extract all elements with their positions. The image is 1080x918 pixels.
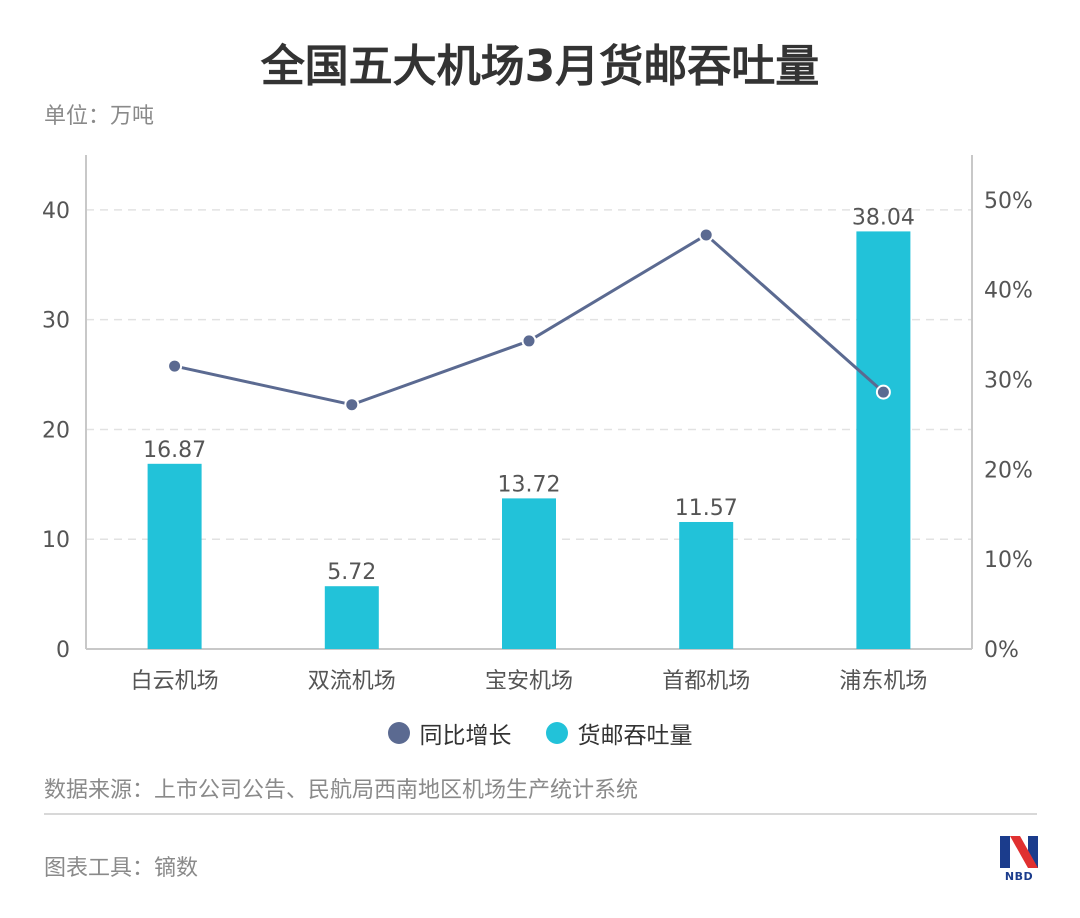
bar[interactable] bbox=[147, 463, 202, 649]
bar-value-label: 38.04 bbox=[852, 205, 915, 230]
unit-label: 单位：万吨 bbox=[44, 104, 155, 129]
left-axis-tick-label: 30 bbox=[42, 309, 70, 334]
legend-marker-growth bbox=[387, 722, 410, 744]
bar-value-label: 5.72 bbox=[327, 560, 376, 585]
growth-point[interactable] bbox=[521, 333, 537, 349]
footer-divider bbox=[44, 813, 1037, 815]
nbd-logo-text: NBD bbox=[1004, 870, 1034, 883]
right-axis-tick-label: 40% bbox=[984, 279, 1033, 304]
bar[interactable] bbox=[324, 586, 379, 649]
bar[interactable] bbox=[502, 498, 556, 649]
legend-label-throughput: 货邮吞吐量 bbox=[577, 723, 693, 749]
right-axis-tick-label: 30% bbox=[984, 369, 1033, 394]
left-axis-tick-label: 0 bbox=[56, 638, 70, 663]
bar[interactable] bbox=[679, 521, 734, 649]
growth-point[interactable] bbox=[875, 384, 891, 400]
x-axis-tick-label: 白云机场 bbox=[131, 669, 219, 694]
combo-chart: 0 10 20 30 40 0% 10% 20% 30% 40% 50% 白云机场 双流机场 宝安机场 首都… bbox=[42, 155, 1033, 694]
legend-label-growth: 同比增长 bbox=[419, 723, 512, 749]
data-source: 数据来源：上市公司公告、民航局西南地区机场生产统计系统 bbox=[44, 778, 639, 803]
right-axis-tick-label: 10% bbox=[984, 548, 1033, 573]
x-axis-tick-label: 宝安机场 bbox=[485, 669, 573, 694]
legend-item-throughput[interactable]: 货邮吞吐量 bbox=[545, 716, 693, 750]
x-axis-tick-label: 双流机场 bbox=[308, 669, 396, 694]
right-axis-tick-label: 0% bbox=[984, 638, 1019, 663]
bar-value-label: 13.72 bbox=[498, 472, 561, 497]
right-axis-tick-label: 20% bbox=[984, 458, 1033, 483]
bar-value-label: 11.57 bbox=[675, 496, 738, 521]
x-axis-tick-label: 首都机场 bbox=[662, 669, 750, 694]
legend: 同比增长 货邮吞吐量 bbox=[0, 716, 1080, 750]
left-axis-tick-label: 10 bbox=[42, 528, 70, 553]
bar[interactable] bbox=[856, 231, 911, 649]
left-axis-tick-label: 20 bbox=[42, 418, 70, 443]
legend-marker-throughput bbox=[545, 722, 568, 744]
growth-point[interactable] bbox=[167, 358, 183, 374]
nbd-logo-mark bbox=[1000, 836, 1038, 868]
nbd-logo: NBD bbox=[998, 834, 1040, 890]
bar-value-label: 16.87 bbox=[143, 438, 206, 463]
left-axis-tick-label: 40 bbox=[42, 199, 70, 224]
growth-point[interactable] bbox=[344, 397, 360, 413]
legend-item-growth[interactable]: 同比增长 bbox=[387, 716, 512, 750]
chart-title: 全国五大机场3月货邮吞吐量 bbox=[260, 41, 820, 92]
growth-point[interactable] bbox=[698, 227, 714, 243]
x-axis-tick-label: 浦东机场 bbox=[839, 669, 927, 694]
chart-tool-credit: 图表工具：镝数 bbox=[44, 856, 199, 881]
right-axis-tick-label: 50% bbox=[984, 189, 1033, 214]
